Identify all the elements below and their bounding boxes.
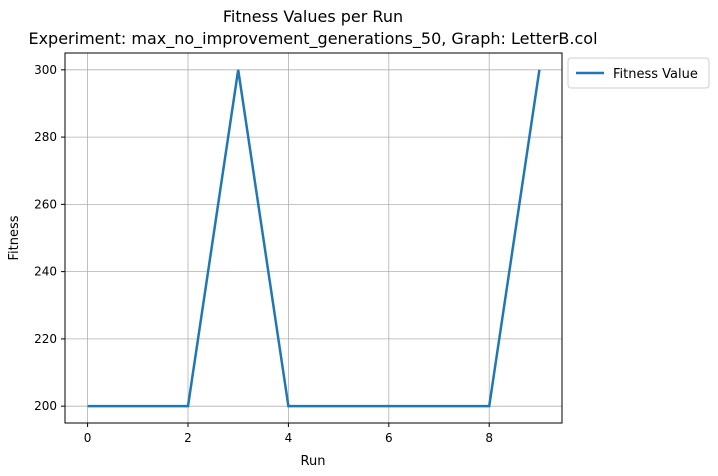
x-tick-label: 6: [385, 431, 393, 445]
data-point: [438, 405, 440, 407]
legend: Fitness Value: [567, 57, 710, 89]
y-tick-label: 200: [34, 399, 57, 413]
legend-label-fitness-value: Fitness Value: [613, 67, 698, 82]
data-point: [86, 405, 88, 407]
series-lines: [87, 69, 541, 408]
data-point: [287, 405, 289, 407]
data-point: [237, 69, 239, 71]
y-tick-label: 220: [34, 332, 57, 346]
y-tick-label: 260: [34, 197, 57, 211]
data-point: [137, 405, 139, 407]
data-point: [337, 405, 339, 407]
grid-lines: [65, 53, 562, 423]
x-tick-label: 4: [285, 431, 293, 445]
chart-subtitle: Experiment: max_no_improvement_generatio…: [28, 29, 597, 49]
y-tick-label: 280: [34, 130, 57, 144]
chart-title: Fitness Values per Run: [223, 7, 403, 26]
x-axis-label: Run: [301, 454, 326, 469]
data-point: [538, 69, 540, 71]
x-tick-label: 0: [84, 431, 92, 445]
series-line-fitness-value: [87, 69, 541, 408]
data-point: [187, 405, 189, 407]
y-tick-label: 300: [34, 63, 57, 77]
data-point: [488, 405, 490, 407]
data-point: [388, 405, 390, 407]
axis-ticks: 0 2 4 6 8 200 220 240 260 280 300: [34, 63, 493, 445]
y-axis-label: Fitness: [7, 215, 22, 260]
legend-box: [567, 57, 710, 89]
x-tick-label: 2: [184, 431, 192, 445]
x-tick-label: 8: [485, 431, 493, 445]
plot-frame: [64, 52, 563, 424]
y-tick-label: 240: [34, 265, 57, 279]
